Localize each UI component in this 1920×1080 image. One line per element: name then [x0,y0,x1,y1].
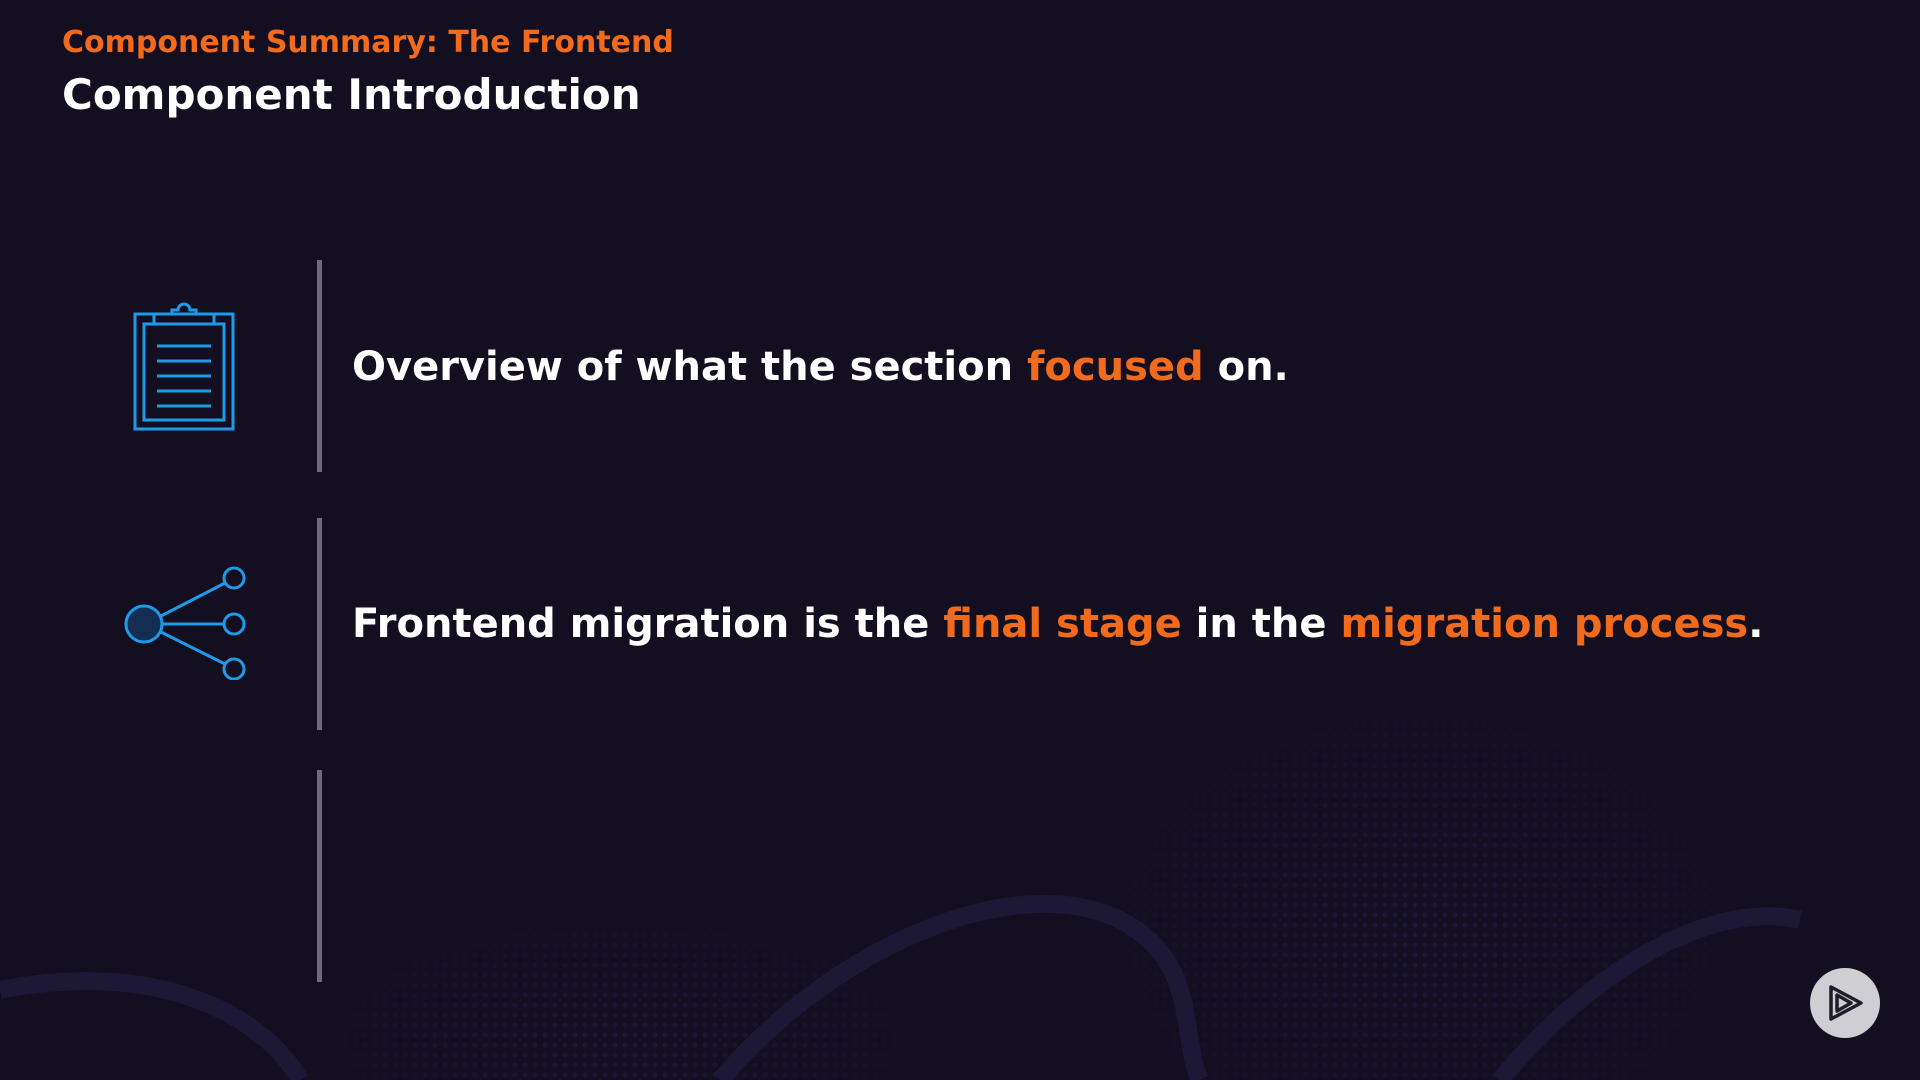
row-text-2-part-3: . [1748,601,1764,647]
row-divider-3 [317,770,322,982]
row-text-2: Frontend migration is the final stage in… [352,599,1763,649]
row-text-2-part-2: in the [1181,601,1341,647]
row-text-1-highlight-1: focused [1027,344,1204,390]
play-logo-button[interactable] [1810,968,1880,1038]
share-network-icon [122,564,250,681]
slide-header: Component Summary: The Frontend Componen… [62,24,674,122]
row-text-2-part-1: Frontend migration is the [352,601,944,647]
row-divider-1 [317,260,322,472]
row-text-1-part-1: Overview of what the section [352,344,1028,390]
row-text-2-highlight-1: final stage [943,601,1182,647]
page-title: Component Introduction [62,70,641,119]
play-logo-icon [1829,985,1863,1021]
row-text-1: Overview of what the section focused on. [352,342,1289,392]
row-divider-2 [317,518,322,730]
row-text-2-highlight-2: migration process [1340,601,1749,647]
clipboard-icon [132,300,236,432]
section-subtitle: Component Summary: The Frontend [62,25,674,60]
row-text-1-part-2: on. [1203,344,1289,390]
